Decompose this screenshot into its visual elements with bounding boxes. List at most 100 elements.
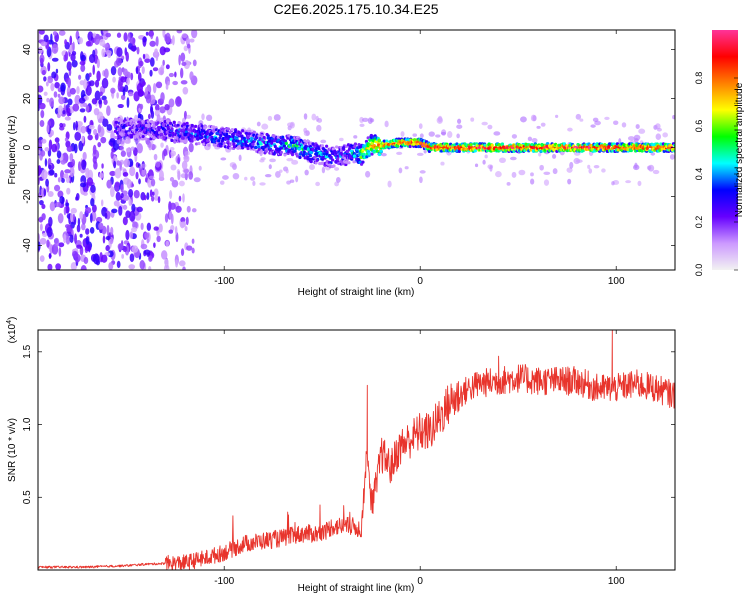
spectrogram-cell xyxy=(52,31,58,36)
spectrogram-cell xyxy=(178,180,185,187)
spectrogram-cell xyxy=(137,117,141,122)
spectrogram-cell xyxy=(64,39,68,46)
spectrogram-cell xyxy=(158,169,164,181)
spectrogram-cell xyxy=(456,124,463,129)
spectrogram-cell xyxy=(363,144,367,148)
spectrogram-cell xyxy=(302,150,306,154)
spectrogram-cell xyxy=(136,124,141,128)
spectrogram-cell xyxy=(39,119,45,128)
spectrogram-cell xyxy=(107,52,112,58)
snr-frame xyxy=(37,329,676,571)
spectrogram-cell xyxy=(81,223,86,231)
spectrogram-cell xyxy=(113,200,120,207)
spectrogram-cell xyxy=(88,54,96,64)
spectrogram-cell xyxy=(336,156,340,161)
spectrogram-cell xyxy=(314,161,318,165)
spectrogram-cell xyxy=(153,242,156,248)
spectrogram-cell xyxy=(473,149,477,153)
spectrogram-cell xyxy=(118,205,123,216)
snr-x-tick-label: 100 xyxy=(608,576,625,587)
spectrogram-cell xyxy=(115,57,122,66)
spectrogram-cell xyxy=(188,171,194,180)
spectrogram-cell xyxy=(148,255,153,262)
spectrogram-cell xyxy=(183,45,188,52)
spectrogram-cell xyxy=(182,86,189,95)
spectrogram-cell xyxy=(97,141,102,148)
spectrogram-cell xyxy=(269,158,276,163)
spectrogram-x-tick-label: 0 xyxy=(417,276,423,287)
spectrogram-cell xyxy=(295,154,300,158)
spectrogram-cell xyxy=(70,212,74,222)
spectrogram-cell xyxy=(531,137,538,143)
spectrogram-cell xyxy=(230,128,234,132)
spectrogram-cell xyxy=(171,35,175,46)
spectrogram-cell xyxy=(39,199,44,206)
spectrogram-cell xyxy=(110,226,114,236)
spectrogram-cell xyxy=(140,243,148,250)
spectrogram-cell xyxy=(65,236,71,245)
spectrogram-cell xyxy=(267,115,273,121)
spectrogram-cell xyxy=(575,113,582,120)
spectrogram-cell xyxy=(145,93,152,104)
spectrogram-cell xyxy=(590,124,596,128)
spectrogram-cell xyxy=(207,143,211,147)
spectrogram-cell xyxy=(78,74,82,80)
spectrogram-cell xyxy=(160,250,168,260)
spectrogram-cell xyxy=(120,76,127,83)
spectrogram-cell xyxy=(43,76,47,82)
spectrogram-cell xyxy=(121,253,125,259)
spectrogram-cell xyxy=(81,135,85,144)
spectrogram-cell xyxy=(72,103,80,112)
spectrogram-cell xyxy=(140,222,144,231)
spectrogram-cell xyxy=(481,121,488,126)
spectrogram-y-axis-label: Frequency (Hz) xyxy=(7,116,18,185)
spectrogram-cell xyxy=(171,131,175,135)
spectrogram-cell xyxy=(552,147,556,151)
spectrogram-cell xyxy=(51,71,57,79)
spectrogram-cell xyxy=(655,123,661,130)
spectrogram-cell xyxy=(279,169,283,173)
spectrogram-cell xyxy=(171,179,179,188)
spectrogram-cell xyxy=(40,150,46,157)
spectrogram-cell xyxy=(286,136,290,140)
spectrogram-cell xyxy=(46,239,50,248)
spectrogram-cell xyxy=(251,142,255,146)
spectrogram-cell xyxy=(206,138,210,143)
spectrogram-cell xyxy=(74,131,82,141)
spectrogram-cell xyxy=(169,177,175,182)
spectrogram-cell xyxy=(180,52,186,62)
spectrogram-cell xyxy=(305,130,310,136)
spectrogram-cell xyxy=(193,177,201,183)
spectrogram-cell xyxy=(252,180,256,186)
spectrogram-cell xyxy=(168,121,173,125)
spectrogram-cell xyxy=(404,138,409,142)
spectrogram-cell xyxy=(47,75,53,80)
spectrogram-cell xyxy=(131,245,139,253)
spectrogram-cell xyxy=(106,224,110,236)
spectrogram-cell xyxy=(136,82,143,94)
spectrogram-cell xyxy=(357,157,361,161)
spectrogram-cell xyxy=(79,211,84,220)
spectrogram-cell xyxy=(143,128,147,132)
snr-y-ticks: 0.5 1.0 1.5 xyxy=(22,344,675,504)
spectrogram-cell xyxy=(170,127,174,131)
spectrogram-cell xyxy=(300,145,304,149)
spectrogram-cell xyxy=(38,165,42,176)
spectrogram-cell xyxy=(285,168,289,174)
spectrogram-cell xyxy=(125,229,130,241)
spectrogram-cell xyxy=(470,117,475,122)
spectrogram-cell xyxy=(241,146,245,150)
spectrogram-cell xyxy=(287,122,294,128)
spectrogram-cell xyxy=(246,136,250,140)
spectrogram-cell xyxy=(39,255,45,262)
spectrogram-cell xyxy=(57,213,64,224)
spectrogram-cell xyxy=(165,64,170,70)
spectrogram-cell xyxy=(146,238,150,244)
spectrogram-cell xyxy=(88,80,95,87)
spectrogram-cell xyxy=(64,116,71,121)
spectrogram-cell xyxy=(400,131,405,137)
spectrogram-cell xyxy=(41,138,47,144)
spectrogram-cell xyxy=(180,221,187,228)
spectrogram-cell xyxy=(61,196,65,204)
spectrogram-cell xyxy=(122,195,130,202)
